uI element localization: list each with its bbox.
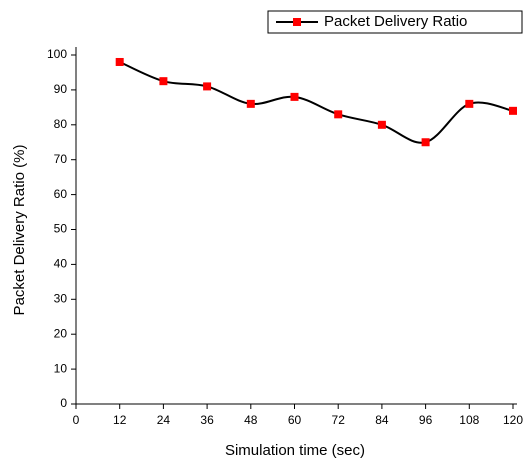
x-tick-label: 72	[332, 413, 346, 427]
x-tick-label: 108	[459, 413, 479, 427]
marker	[203, 82, 212, 91]
marker	[509, 106, 517, 115]
y-axis-label: Packet Delivery Ratio (%)	[11, 145, 28, 316]
y-tick-label: 60	[54, 187, 68, 201]
marker	[115, 57, 124, 66]
y-tick-label: 30	[54, 291, 68, 305]
marker	[246, 99, 255, 108]
x-tick-label: 84	[375, 413, 389, 427]
x-tick-label: 48	[244, 413, 258, 427]
line	[119, 61, 514, 144]
y-tick-label: 100	[47, 47, 67, 61]
x-tick-label: 24	[157, 413, 171, 427]
y-tick-label: 0	[60, 396, 67, 410]
legend-marker	[293, 18, 301, 26]
x-tick-label: 0	[73, 413, 80, 427]
x-axis-label: Simulation time (sec)	[225, 442, 365, 459]
x-tick-label: 60	[288, 413, 302, 427]
x-tick-label: 12	[113, 413, 127, 427]
x-tick-label: 120	[503, 413, 523, 427]
y-tick-label: 10	[54, 361, 68, 375]
y-tick-label: 80	[54, 117, 68, 131]
y-tick-label: 90	[54, 82, 68, 96]
marker	[159, 77, 168, 86]
y-tick-label: 50	[54, 222, 68, 236]
legend-label: Packet Delivery Ratio	[324, 13, 467, 30]
marker	[377, 120, 386, 129]
marker	[334, 110, 343, 119]
y-tick-label: 20	[54, 326, 68, 340]
marker	[290, 92, 299, 101]
y-tick-label: 70	[54, 152, 68, 166]
marker	[465, 99, 474, 108]
x-tick-label: 96	[419, 413, 433, 427]
x-tick-label: 36	[200, 413, 214, 427]
marker	[421, 138, 430, 147]
y-tick-label: 40	[54, 257, 68, 271]
legend-box	[267, 10, 523, 34]
